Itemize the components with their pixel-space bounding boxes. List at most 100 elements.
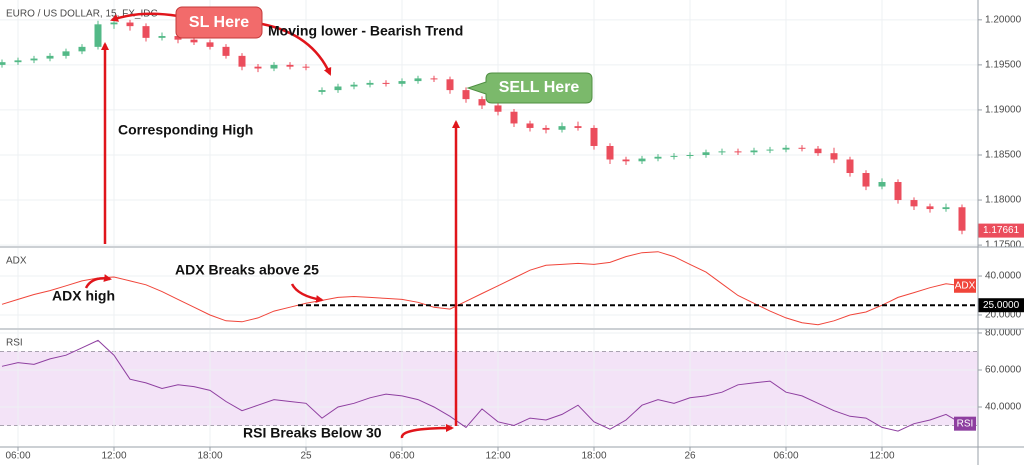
candle-body [158,36,166,38]
candle-body [190,39,198,43]
arrow [84,274,112,289]
candle-body [574,126,582,128]
series-line [1,339,963,432]
y-tick-label: 1.18500 [985,150,1022,161]
candle-body [734,151,742,153]
candle-body [462,90,470,100]
candle-body [318,90,326,92]
candle-body [366,82,374,85]
y-tick-label: 1.19000 [985,105,1022,116]
candle-body [142,26,150,38]
candle-body [398,81,406,84]
candle-body [254,66,262,69]
y-tick-label: 80.0000 [985,328,1022,339]
annotation: ADX Breaks above 25 [175,262,319,278]
candle-body [494,105,502,112]
candle-body [126,22,134,27]
candle-body [958,207,966,231]
annotation: Corresponding High [118,122,253,138]
candle-body [62,51,70,56]
y-tick-label: 1.20000 [985,14,1022,25]
y-tick-label: 1.17500 [985,240,1022,251]
x-tick-label: 06:00 [5,451,30,462]
chart-title: EURO / US DOLLAR, 15, FX_IDC [6,9,158,20]
candle-body [46,55,54,59]
y-tick-label: 1.18000 [985,195,1022,206]
level-box [978,298,1024,313]
x-tick-label: 18:00 [197,451,222,462]
y-tick-label: 60.0000 [985,365,1022,376]
y-tick-label: 40.0000 [985,402,1022,413]
panel-title: ADX [6,256,27,267]
series-badge [954,278,976,293]
candle-body [478,99,486,106]
candle-body [910,200,918,207]
candle-body [94,24,102,47]
annotation: RSI Breaks Below 30 [243,425,382,441]
annotation: SELL Here [499,79,580,96]
candle-body [446,79,454,91]
candle-body [414,78,422,82]
x-tick-label: 12:00 [485,451,510,462]
arrow [261,22,332,76]
candle-body [78,46,86,52]
arrow [400,424,454,439]
candle-body [222,46,230,56]
candle-body [382,82,390,84]
candle-body [286,64,294,67]
candle-body [622,159,630,162]
series-line [1,251,963,326]
legend-label: RSI [957,418,974,429]
annotation: SL Here [189,14,249,31]
candle-body [558,126,566,130]
candle-body [206,42,214,47]
annotation: Moving lower - Bearish Trend [268,23,463,39]
candle-body [542,127,550,130]
candle-body [510,111,518,124]
candle-body [846,159,854,174]
candle-body [350,84,358,87]
candle-body [926,206,934,210]
candle-body [654,156,662,159]
legend-label: ADX [955,280,976,291]
candle-body [942,207,950,210]
candle-body [798,147,806,149]
candle-body [718,151,726,153]
candle-body [270,64,278,69]
candle-body [30,58,38,61]
x-tick-label: 06:00 [389,451,414,462]
candle-body [0,62,6,65]
candle-body [830,153,838,160]
candle-body [638,158,646,162]
y-tick-label: 1.19500 [985,60,1022,71]
candle-body [670,155,678,157]
x-tick-label: 25 [300,451,312,462]
candle-body [702,152,710,155]
candle-body [750,150,758,153]
y-tick-label: 40.0000 [985,271,1022,282]
sl-box [175,6,263,39]
candle-body [814,148,822,154]
x-tick-label: 06:00 [773,451,798,462]
candle-body [590,127,598,146]
y-tick-label: 20.0000 [985,310,1022,321]
candle-body [878,182,886,187]
candle-body [14,60,22,63]
series-badge [954,416,976,431]
x-tick-label: 26 [684,451,696,462]
arrow [110,12,179,22]
candle-body [526,123,534,128]
candle-body [174,36,182,40]
x-tick-label: 18:00 [581,451,606,462]
annotation: ADX high [52,288,115,304]
arrow [290,283,324,303]
last-price-label: 1.17661 [983,225,1020,236]
x-tick-label: 12:00 [869,451,894,462]
candle-body [894,182,902,201]
x-tick-label: 12:00 [101,451,126,462]
candle-body [334,86,342,91]
candle-body [430,78,438,80]
candle-body [110,22,118,25]
